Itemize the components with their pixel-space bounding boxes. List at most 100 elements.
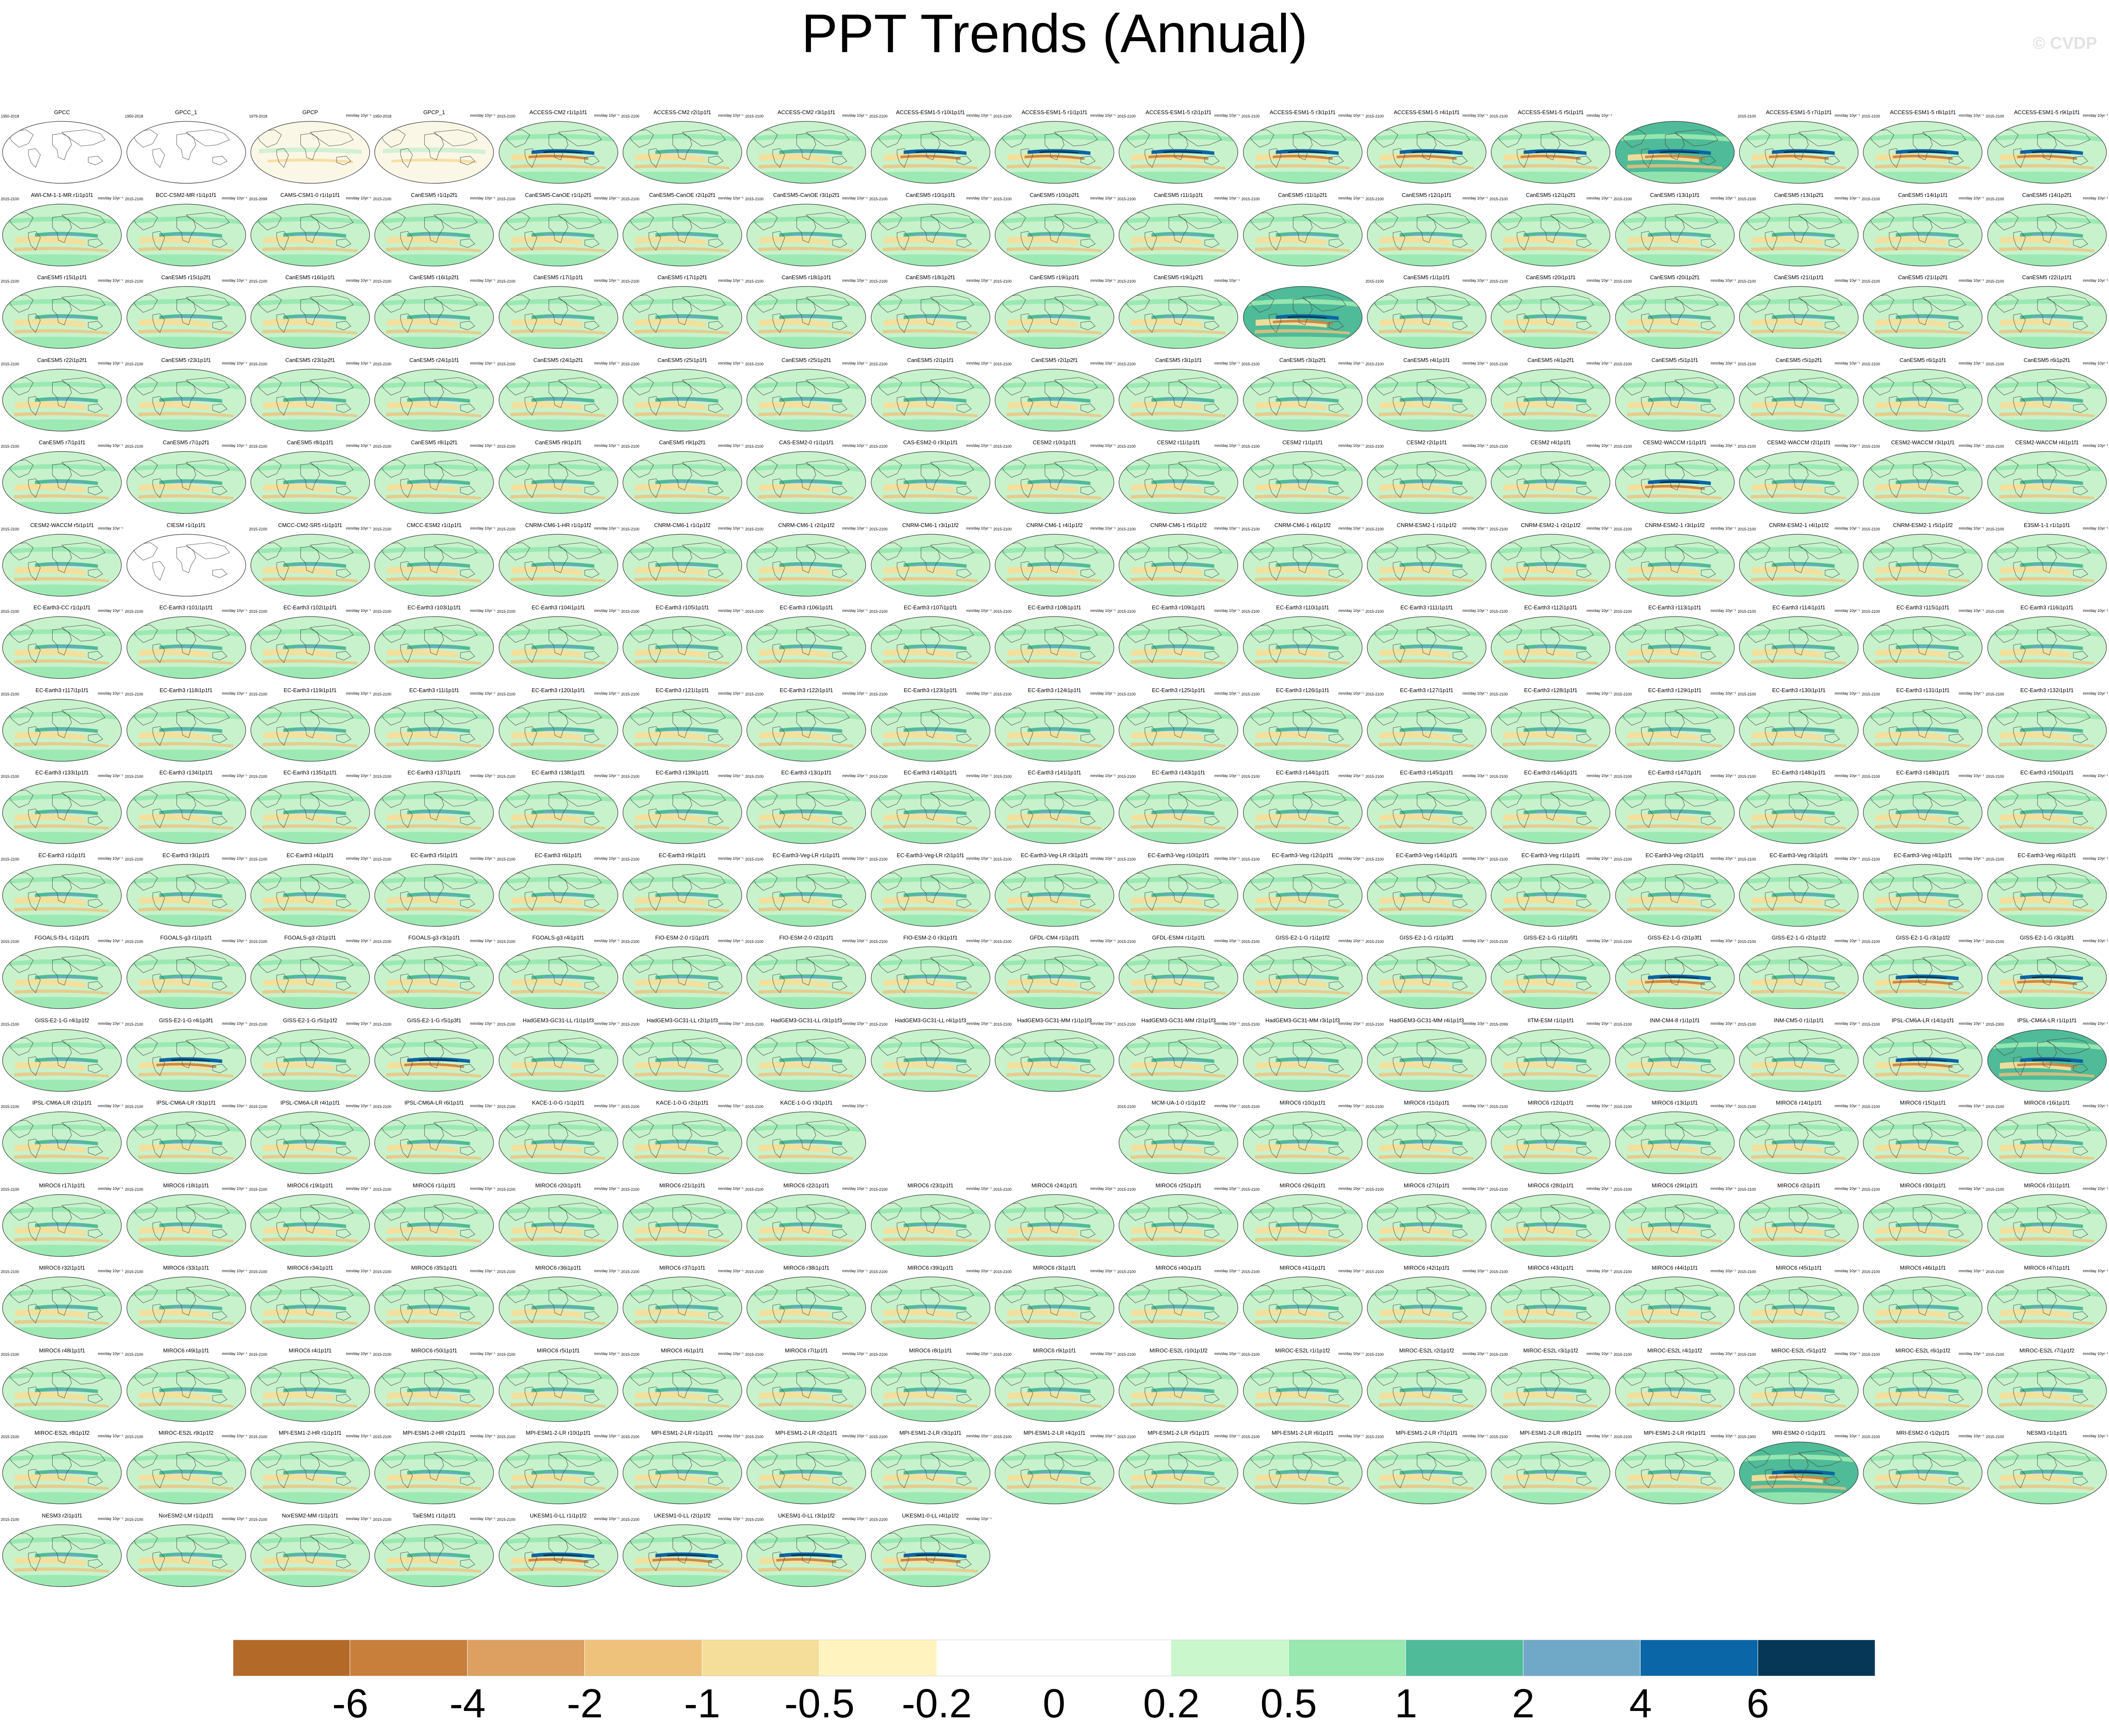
map-panel: EC-Earth3 r144i1p1f1 2015-2100 mm/day 10yr… <box>1241 769 1365 852</box>
panel-units: mm/day 10yr⁻¹ <box>1834 774 1860 778</box>
coastline <box>336 238 351 248</box>
coastline <box>558 377 602 394</box>
southern-ocean-band <box>995 997 1114 1009</box>
panel-title: CanESM5 r19i1p2f1 <box>1153 274 1203 280</box>
panel-years: 2015-2100 <box>1737 114 1756 118</box>
panel-years: 2015-2100 <box>745 1022 764 1026</box>
coastline <box>1913 133 1933 160</box>
coastline <box>62 460 106 477</box>
coastline <box>62 294 106 311</box>
map-panel: CanESM5 r23i1p1f1 2015-2100 mm/day 10yr⁻¹ <box>124 357 248 440</box>
map-panel: EC-Earth3 r11i1p1f1 2015-2100 mm/day 10yr⁻… <box>372 687 496 770</box>
coastline <box>2073 156 2088 165</box>
map-field <box>3 451 122 514</box>
subtropic-dry-band <box>1752 236 1823 245</box>
southern-ocean-band <box>623 832 742 844</box>
coastline <box>1789 216 1809 243</box>
southern-ocean-band <box>1243 749 1362 761</box>
coastline <box>1416 298 1437 325</box>
southern-ocean-band <box>747 1327 866 1339</box>
southern-ocean-band <box>375 667 494 679</box>
panel-units: mm/day 10yr⁻¹ <box>1711 774 1736 778</box>
panel-units: mm/day 10yr⁻¹ <box>1711 691 1736 696</box>
coastline <box>1293 463 1313 491</box>
map-outline <box>1119 121 1238 184</box>
panel-years: 2015-2100 <box>1489 362 1508 366</box>
coastline <box>772 478 785 498</box>
southern-ocean-band <box>1739 254 1859 266</box>
coastline <box>52 133 72 160</box>
map-panel: EC-Earth3 r147i1p1f1 2015-2100 mm/day 10yr… <box>1613 769 1737 852</box>
panel-units: mm/day 10yr⁻¹ <box>1090 939 1116 943</box>
map-panel: CESM2-WACCM r5i1p1f1 2015-2100 mm/day 10yr… <box>0 522 124 605</box>
map-outline <box>1243 451 1363 514</box>
midlat-wet-band <box>1863 216 1983 225</box>
southern-ocean-band <box>3 1162 122 1174</box>
map-panel: CanESM5 r2i1p1f1 2015-2100 mm/day 10yr⁻¹ <box>868 357 992 440</box>
panel-years: 2015-2100 <box>1862 362 1880 366</box>
panel-map <box>746 368 866 432</box>
midlat-wet-band <box>126 299 246 307</box>
southern-ocean-band <box>1491 667 1610 679</box>
panel-units: mm/day 10yr⁻¹ <box>594 113 620 118</box>
coastline <box>1123 212 1150 230</box>
south-dry-band <box>1999 247 2094 252</box>
panel-years: 2015-2100 <box>497 279 516 283</box>
panel-years: 2015-2100 <box>1 1352 20 1357</box>
map-panel: EC-Earth3 r135i1p1f1 2015-2100 mm/day 10yr… <box>248 769 372 852</box>
coastline <box>1329 238 1344 248</box>
coastline <box>1701 238 1716 248</box>
map-panel: MIROC6 r41i1p1f1 2015-2100 mm/day 10yr⁻¹ <box>1241 1265 1365 1347</box>
panel-title: ACCESS-CM2 r1i1p1f1 <box>529 109 587 115</box>
panel-map <box>126 1194 246 1257</box>
map-panel: EC-Earth3 r117i1p1f1 2015-2100 mm/day 10yr… <box>0 687 124 770</box>
panel-map <box>623 286 742 349</box>
south-dry-band <box>1627 164 1722 169</box>
panel-years: 2015-2100 <box>621 1270 639 1274</box>
equatorial-core <box>667 151 707 154</box>
panel-title: CanESM5-CanOE r1i1p2f1 <box>525 191 592 198</box>
coastline <box>897 478 909 498</box>
map-panel: MIROC6 r25i1p1f1 2015-2100 mm/day 10yr⁻¹ <box>1116 1182 1240 1265</box>
southern-ocean-band <box>747 502 866 514</box>
coastline <box>6 212 34 230</box>
panel-years: 2015-2100 <box>993 609 1012 614</box>
equatorial-core <box>295 481 334 484</box>
south-dry-band <box>510 494 606 499</box>
map-outline <box>871 368 990 432</box>
map-panel: FGOALS-g3 r1i1p1f1 2015-2100 mm/day 10yr⁻¹ <box>124 934 248 1017</box>
coastline <box>185 377 230 394</box>
panel-years: 2015-2100 <box>1365 774 1384 779</box>
panel-years: 2015-2100 <box>1 692 20 696</box>
coastline <box>672 463 693 491</box>
coastline <box>1426 460 1470 477</box>
equatorial-core <box>915 398 955 401</box>
midlat-wet-band <box>1615 134 1734 142</box>
south-dry-band <box>510 412 606 417</box>
panel-title: GPCP <box>302 109 318 115</box>
panel-years: 2015-2100 <box>621 692 639 696</box>
panel-units: mm/day 10yr⁻¹ <box>1090 774 1116 778</box>
southern-ocean-band <box>871 1409 990 1422</box>
south-dry-band <box>1254 247 1350 252</box>
panel-years: 1979-2018 <box>249 114 267 118</box>
map-outline <box>1615 121 1735 184</box>
panel-years: 2015-2100 <box>1365 1022 1384 1026</box>
map-panel: CanESM5 r8i1p2f1 2015-2100 mm/day 10yr⁻¹ <box>372 439 496 522</box>
panel-years: 2015-2100 <box>745 114 764 118</box>
map-panel: CanESM5 r13i1p1f1 2015-2100 mm/day 10yr⁻¹ <box>1613 192 1737 275</box>
map-panel: CIESM r1i1p1f1 <box>124 522 248 605</box>
panel-map <box>1863 533 1983 597</box>
panel-map <box>1863 1194 1983 1257</box>
southern-ocean-band <box>126 749 246 761</box>
southern-ocean-band <box>1119 171 1238 184</box>
panel-units: mm/day 10yr⁻¹ <box>1586 113 1612 118</box>
panel-map <box>250 1194 370 1257</box>
midlat-wet-band <box>1243 464 1362 472</box>
panel-map <box>1739 1111 1859 1174</box>
map-outline <box>1863 368 1983 432</box>
panel-title: CanESM5 r17i1p1f1 <box>533 274 583 280</box>
panel-units: mm/day 10yr⁻¹ <box>346 526 372 530</box>
subtropic-dry-band <box>1255 236 1327 245</box>
coastline <box>1541 381 1561 408</box>
